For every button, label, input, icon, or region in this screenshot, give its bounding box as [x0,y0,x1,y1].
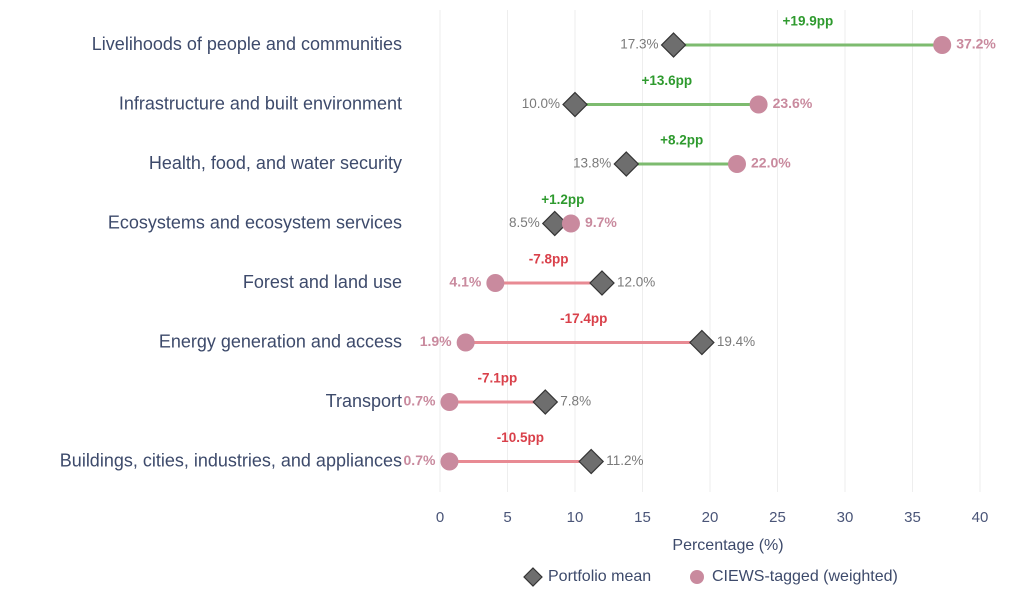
portfolio-value-label: 12.0% [617,275,655,290]
ciews-marker [933,36,952,54]
ciews-value-label: 22.0% [751,155,791,171]
portfolio-value-label: 8.5% [509,215,540,230]
ciews-marker [749,95,768,114]
x-tick-label: 15 [634,509,651,526]
x-tick-label: 0 [436,509,444,526]
portfolio-marker [532,389,559,415]
portfolio-marker [541,210,568,237]
ciews-value-label: 9.7% [585,214,617,230]
ciews-value-label: 1.9% [420,333,452,349]
ciews-marker [561,214,580,233]
x-tick-label: 20 [702,509,719,526]
difference-label: -17.4pp [560,311,607,326]
portfolio-marker [578,448,605,475]
legend-label: Portfolio mean [548,568,651,585]
portfolio-marker [660,32,687,58]
portfolio-value-label: 13.8% [573,156,611,171]
ciews-marker [486,274,505,292]
ciews-value-label: 37.2% [956,36,996,52]
ciews-marker [728,155,746,173]
x-tick-label: 40 [972,509,989,526]
category-label: Ecosystems and ecosystem services [108,212,402,232]
category-label: Infrastructure and built environment [119,93,402,113]
ciews-value-label: 23.6% [773,95,813,111]
portfolio-marker [689,329,715,356]
legend-marker [523,567,543,587]
ciews-marker [440,393,459,411]
x-tick-label: 30 [837,509,854,526]
difference-label: +8.2pp [660,133,703,148]
ciews-value-label: 4.1% [449,274,481,290]
x-axis-title: Percentage (%) [672,537,783,554]
legend-label: CIEWS-tagged (weighted) [712,568,898,585]
portfolio-value-label: 17.3% [620,37,658,52]
ciews-value-label: 0.7% [404,393,436,409]
difference-label: +1.2pp [541,192,584,207]
ciews-marker [456,333,475,352]
category-label: Health, food, and water security [149,153,402,173]
difference-label: -10.5pp [497,430,544,445]
ciews-marker [440,452,459,471]
category-label: Energy generation and access [159,331,402,351]
x-tick-label: 5 [503,509,511,526]
portfolio-marker [562,91,588,118]
difference-label: -7.8pp [529,252,569,267]
difference-label: +19.9pp [783,14,834,29]
x-tick-label: 35 [904,509,921,526]
x-tick-label: 10 [567,509,584,526]
category-label: Buildings, cities, industries, and appli… [60,450,402,470]
ciews-value-label: 0.7% [404,452,436,468]
category-label: Transport [326,391,402,411]
portfolio-value-label: 10.0% [522,96,560,111]
category-label: Livelihoods of people and communities [92,34,402,54]
portfolio-value-label: 11.2% [606,453,643,468]
portfolio-marker [613,151,640,177]
portfolio-marker [589,270,615,296]
legend-marker [690,570,704,584]
x-tick-label: 25 [769,509,786,526]
portfolio-value-label: 19.4% [717,334,755,349]
difference-label: +13.6pp [641,73,692,88]
portfolio-value-label: 7.8% [560,394,591,409]
category-label: Forest and land use [243,272,402,292]
difference-label: -7.1pp [477,371,517,386]
